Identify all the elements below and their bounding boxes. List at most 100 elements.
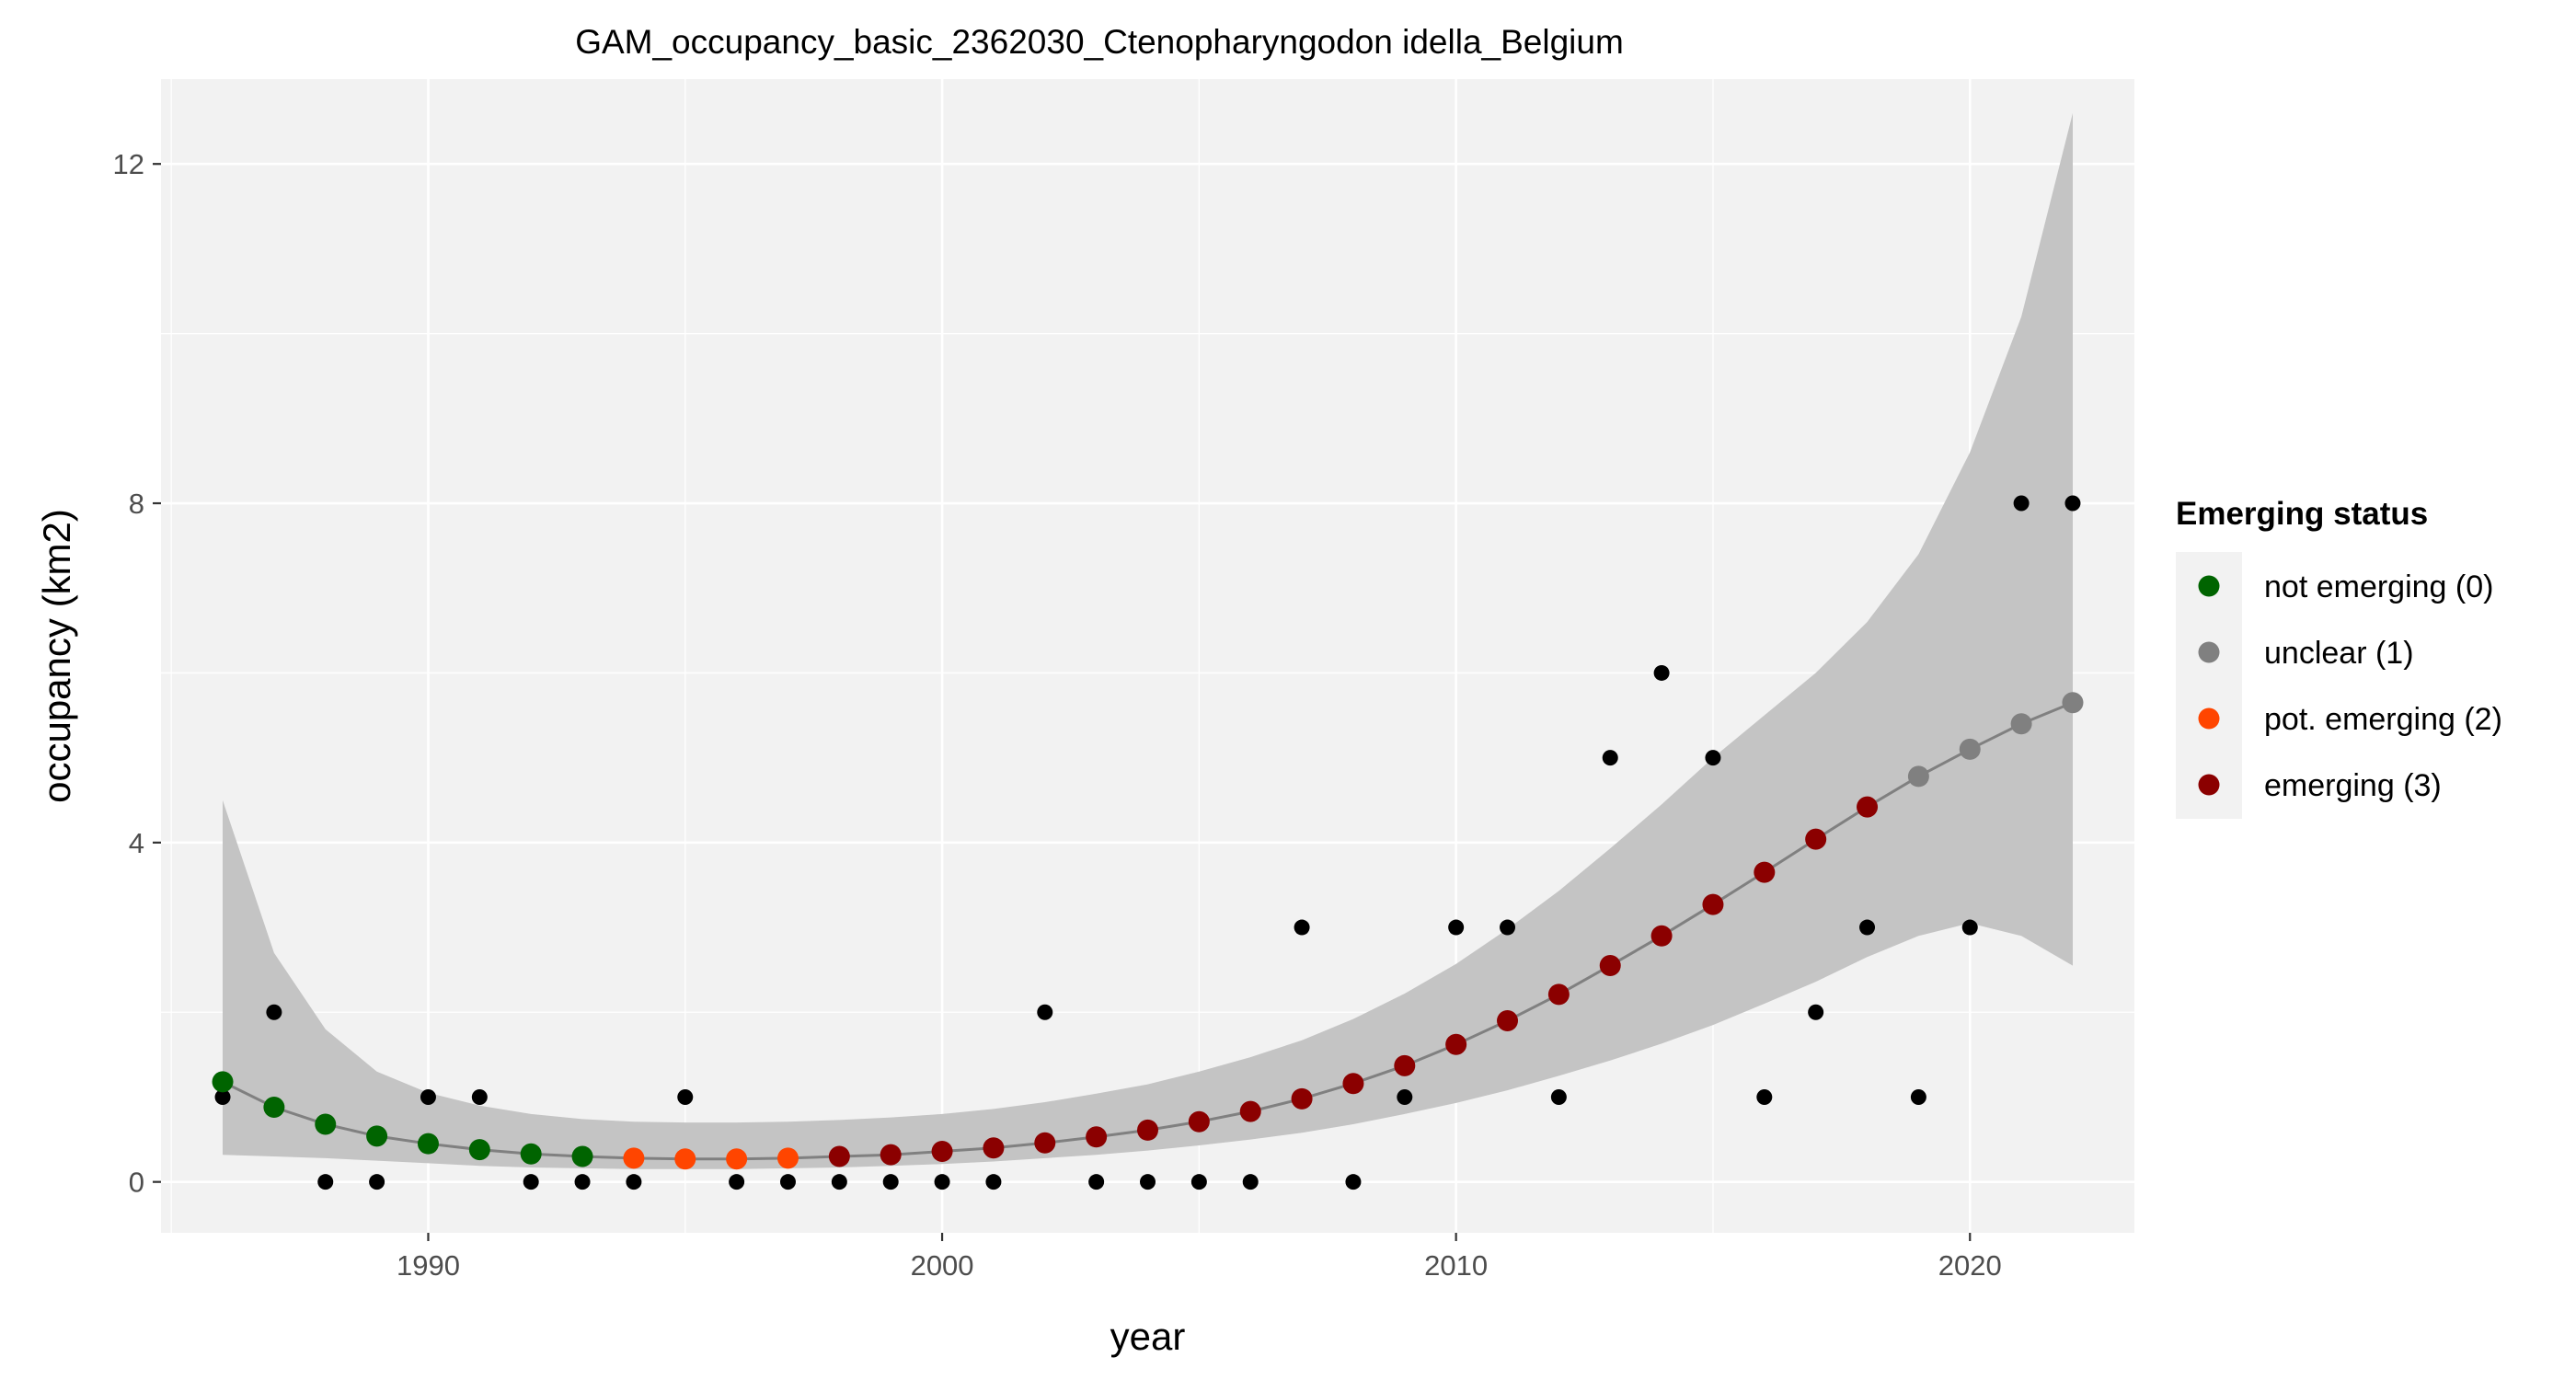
fitted-point bbox=[1291, 1087, 1313, 1110]
x-tick-label: 1990 bbox=[397, 1249, 460, 1282]
fitted-point bbox=[1137, 1119, 1158, 1141]
legend-label: unclear (1) bbox=[2264, 636, 2414, 671]
observed-point bbox=[471, 1088, 488, 1105]
y-tick-label: 0 bbox=[129, 1167, 144, 1199]
fitted-point bbox=[1754, 861, 1776, 883]
observed-point bbox=[420, 1088, 436, 1105]
fitted-point bbox=[1394, 1054, 1416, 1076]
observed-point bbox=[2013, 495, 2030, 512]
confidence-band-layer bbox=[223, 112, 2073, 1169]
legend: Emerging status not emerging (0) unclear … bbox=[2176, 496, 2502, 819]
x-tick-label: 2000 bbox=[911, 1249, 974, 1282]
observed-point bbox=[1088, 1174, 1105, 1190]
minor-gridlines bbox=[161, 79, 2134, 1233]
observed-point bbox=[1242, 1174, 1259, 1190]
observed-points bbox=[214, 495, 2081, 1190]
observed-point bbox=[1190, 1174, 1207, 1190]
legend-label: not emerging (0) bbox=[2264, 569, 2493, 604]
observed-point bbox=[985, 1174, 1002, 1190]
y-tick-label: 4 bbox=[129, 827, 144, 859]
observed-point bbox=[1756, 1088, 1773, 1105]
observed-point bbox=[2064, 495, 2081, 512]
fitted-point bbox=[366, 1125, 388, 1147]
observed-point bbox=[1550, 1088, 1567, 1105]
fitted-point bbox=[674, 1148, 696, 1170]
legend-key bbox=[2198, 707, 2220, 730]
observed-point bbox=[1397, 1088, 1413, 1105]
legend-title: Emerging status bbox=[2176, 496, 2428, 532]
observed-point bbox=[831, 1174, 847, 1190]
fitted-point bbox=[1342, 1073, 1364, 1095]
fitted-point bbox=[983, 1137, 1005, 1159]
fitted-point bbox=[1805, 828, 1827, 850]
x-tick-label: 2010 bbox=[1424, 1249, 1488, 1282]
confidence-band bbox=[223, 112, 2073, 1169]
observed-point bbox=[574, 1174, 591, 1190]
fitted-point bbox=[1188, 1110, 1210, 1133]
observed-point bbox=[1294, 919, 1310, 936]
observed-point bbox=[1705, 750, 1721, 766]
fitted-point bbox=[931, 1140, 953, 1162]
y-axis: 0 4 8 12 bbox=[113, 148, 161, 1199]
observed-point bbox=[677, 1088, 694, 1105]
observed-point bbox=[1500, 919, 1516, 936]
fitted-point bbox=[417, 1133, 439, 1155]
legend-label: pot. emerging (2) bbox=[2264, 702, 2502, 737]
observed-point bbox=[1653, 664, 1670, 681]
plot-panel bbox=[161, 79, 2134, 1233]
fitted-point bbox=[2010, 713, 2032, 735]
observed-point bbox=[369, 1174, 385, 1190]
x-axis-title: year bbox=[1110, 1315, 1186, 1358]
fitted-point bbox=[315, 1113, 337, 1135]
fitted-point bbox=[1650, 925, 1673, 947]
fitted-point bbox=[1497, 1009, 1519, 1031]
observed-point bbox=[626, 1174, 642, 1190]
observed-point bbox=[1961, 919, 1978, 936]
fitted-point bbox=[212, 1071, 234, 1093]
observed-point bbox=[934, 1174, 950, 1190]
fitted-points bbox=[212, 692, 2084, 1170]
y-axis-title: occupancy (km2) bbox=[35, 509, 78, 803]
x-tick-label: 2020 bbox=[1938, 1249, 2002, 1282]
legend-key bbox=[2198, 641, 2220, 663]
fitted-point bbox=[2062, 692, 2084, 714]
observed-point bbox=[729, 1174, 745, 1190]
observed-point bbox=[1448, 919, 1465, 936]
observed-point bbox=[1140, 1174, 1156, 1190]
observed-point bbox=[1808, 1004, 1824, 1020]
observed-point bbox=[779, 1174, 796, 1190]
fitted-point bbox=[263, 1097, 285, 1119]
observed-point bbox=[1602, 750, 1618, 766]
fitted-point bbox=[776, 1147, 799, 1169]
legend-label: emerging (3) bbox=[2264, 768, 2442, 803]
fitted-point bbox=[1907, 765, 1929, 788]
fitted-point bbox=[468, 1139, 490, 1161]
observed-point bbox=[1037, 1004, 1053, 1020]
observed-point bbox=[317, 1174, 334, 1190]
fitted-point bbox=[1239, 1100, 1261, 1122]
x-axis: 1990 2000 2010 2020 bbox=[397, 1233, 2002, 1282]
fitted-point bbox=[1599, 955, 1621, 977]
fitted-point bbox=[1702, 893, 1724, 915]
fitted-point bbox=[1445, 1033, 1467, 1055]
fitted-point bbox=[1034, 1132, 1056, 1154]
observed-point bbox=[214, 1088, 231, 1105]
fitted-point bbox=[726, 1148, 748, 1170]
fitted-point bbox=[623, 1147, 645, 1169]
fitted-point bbox=[1959, 738, 1981, 760]
fitted-point bbox=[571, 1145, 593, 1167]
legend-key bbox=[2198, 774, 2220, 796]
observed-point bbox=[1910, 1088, 1926, 1105]
fitted-point bbox=[1086, 1126, 1108, 1148]
fitted-point bbox=[880, 1144, 902, 1166]
fitted-point bbox=[520, 1143, 542, 1165]
chart-title: GAM_occupancy_basic_2362030_Ctenopharyng… bbox=[575, 23, 1624, 61]
y-tick-label: 8 bbox=[129, 488, 144, 520]
observed-point bbox=[1859, 919, 1876, 936]
observed-point bbox=[523, 1174, 539, 1190]
observed-point bbox=[1345, 1174, 1362, 1190]
fitted-point bbox=[1857, 796, 1879, 818]
y-tick-label: 12 bbox=[113, 148, 144, 180]
observed-point bbox=[266, 1004, 282, 1020]
